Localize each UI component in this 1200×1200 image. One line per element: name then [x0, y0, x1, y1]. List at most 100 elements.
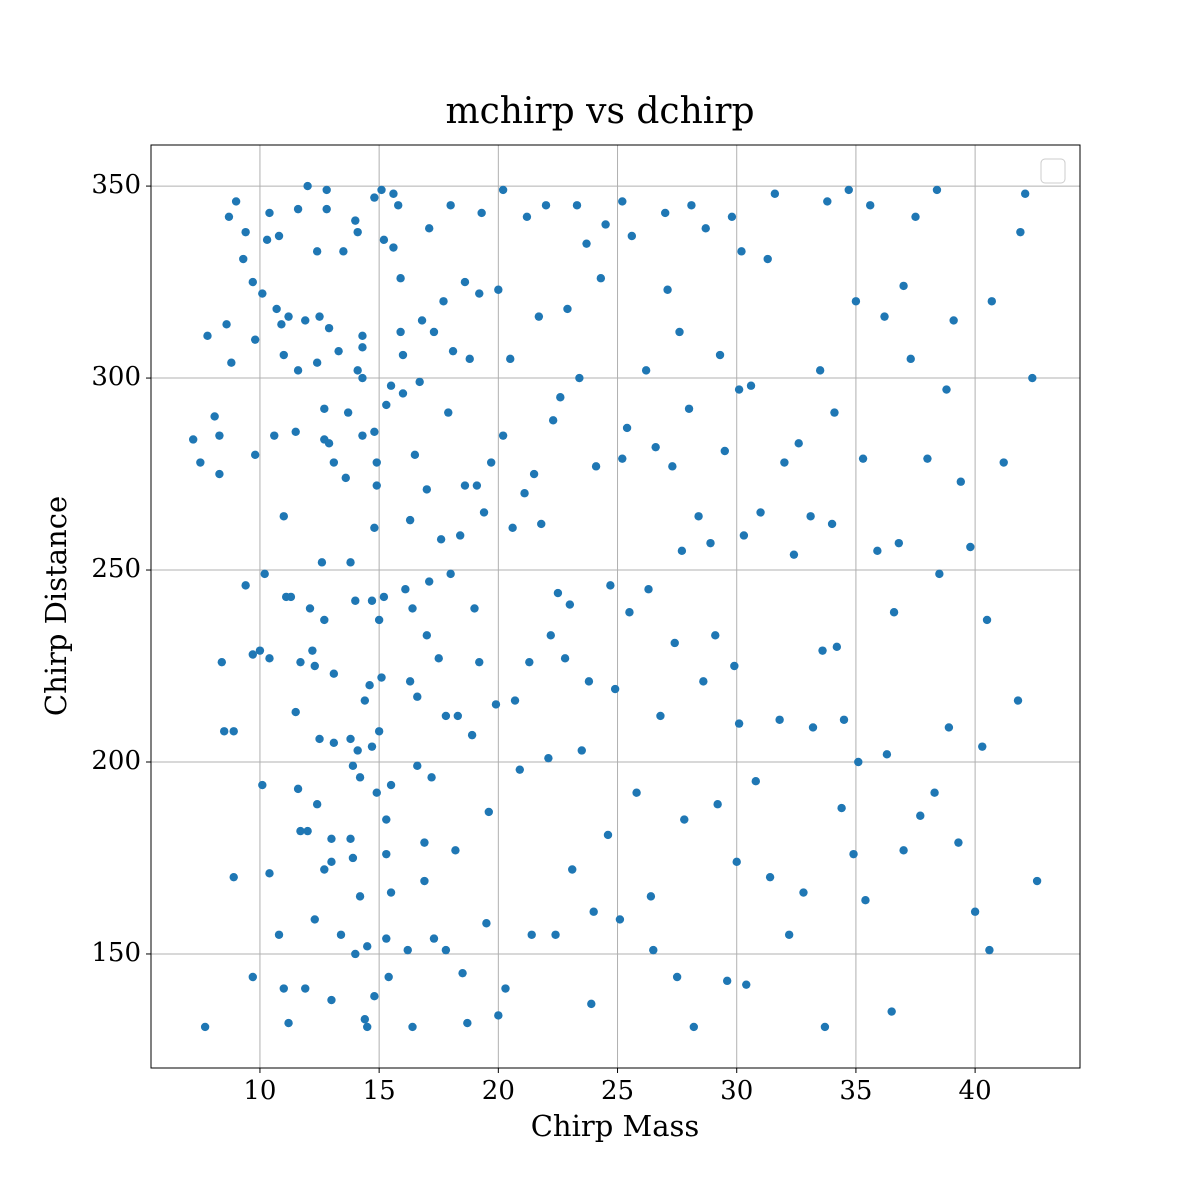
point — [241, 227, 250, 237]
point — [596, 274, 606, 283]
point — [815, 366, 825, 375]
point — [420, 838, 429, 847]
point — [899, 846, 908, 855]
point — [560, 654, 570, 663]
point — [646, 892, 656, 901]
point — [279, 512, 288, 521]
point — [694, 512, 703, 521]
point — [398, 350, 408, 360]
point — [722, 976, 732, 986]
point — [386, 780, 396, 790]
point — [649, 945, 658, 955]
point — [1016, 227, 1025, 237]
point — [880, 312, 889, 321]
point — [408, 604, 417, 613]
point — [916, 811, 925, 820]
point — [861, 896, 870, 905]
point — [565, 600, 575, 609]
point — [756, 508, 765, 517]
point — [556, 393, 565, 402]
point — [446, 201, 455, 210]
point — [348, 761, 358, 771]
point — [935, 569, 944, 579]
point — [525, 657, 534, 667]
point — [830, 408, 839, 417]
point — [239, 254, 248, 264]
point — [382, 400, 391, 410]
point — [501, 984, 510, 993]
point — [858, 454, 868, 463]
point — [413, 692, 422, 701]
point — [618, 197, 627, 206]
point — [417, 316, 427, 325]
point — [379, 592, 389, 602]
point — [358, 331, 367, 341]
point — [286, 592, 296, 602]
point — [203, 331, 212, 341]
point — [491, 700, 501, 709]
point — [293, 366, 303, 375]
point — [305, 604, 315, 613]
point — [427, 773, 436, 782]
point — [715, 350, 725, 360]
point — [255, 646, 265, 655]
point — [494, 1011, 503, 1020]
point — [358, 431, 367, 440]
x-tick-label: 10 — [243, 1076, 276, 1106]
point — [436, 535, 446, 544]
point — [463, 1018, 472, 1028]
point — [401, 585, 410, 594]
point — [970, 907, 980, 916]
point — [732, 857, 741, 867]
x-tick-label: 15 — [363, 1076, 396, 1106]
point — [711, 631, 720, 640]
point — [553, 588, 563, 598]
point — [188, 435, 198, 444]
point — [1028, 373, 1037, 383]
point — [312, 800, 322, 809]
point — [370, 992, 379, 1001]
point — [384, 972, 393, 982]
point — [293, 204, 303, 214]
point — [494, 285, 503, 294]
point — [684, 404, 694, 413]
point — [727, 212, 737, 221]
point — [343, 408, 353, 417]
point — [272, 304, 281, 314]
point — [460, 277, 470, 287]
point — [775, 715, 784, 724]
point — [320, 865, 329, 874]
point — [320, 615, 329, 625]
point — [527, 930, 536, 939]
point — [351, 216, 360, 225]
point — [358, 343, 367, 352]
point — [394, 201, 403, 210]
point — [274, 231, 284, 241]
point — [296, 657, 305, 667]
point — [219, 727, 229, 736]
point — [675, 327, 684, 337]
point — [479, 508, 489, 517]
x-tick-label: 20 — [482, 1076, 515, 1106]
point — [279, 350, 288, 360]
point — [713, 800, 722, 809]
point — [820, 1022, 830, 1032]
point — [932, 185, 942, 195]
point — [296, 826, 305, 836]
point — [689, 1022, 699, 1032]
point — [584, 677, 594, 686]
point — [353, 746, 362, 755]
point — [522, 212, 532, 221]
point — [327, 857, 336, 867]
point — [472, 481, 482, 490]
point — [422, 631, 432, 640]
point — [663, 285, 672, 294]
point — [382, 934, 391, 943]
point — [372, 481, 381, 490]
point — [386, 381, 396, 390]
point — [312, 247, 322, 256]
point — [615, 915, 625, 924]
point — [506, 354, 515, 364]
